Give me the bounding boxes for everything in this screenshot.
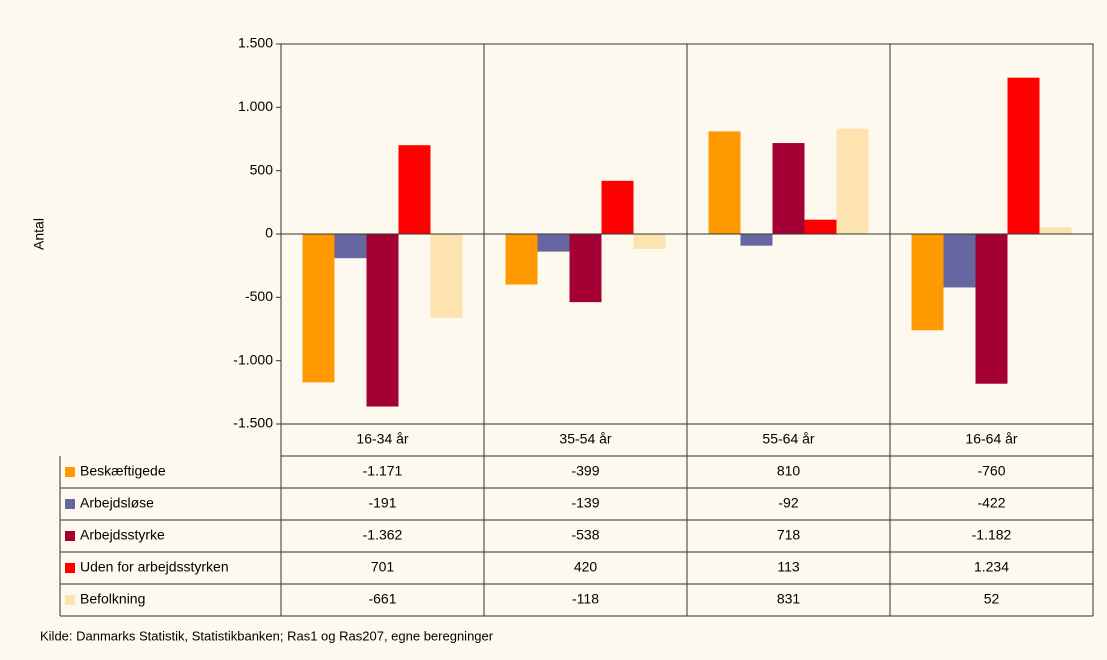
bar <box>943 234 976 288</box>
bar <box>537 234 570 252</box>
bar <box>1039 227 1072 234</box>
table-value: -118 <box>572 591 599 607</box>
legend-label: Uden for arbejdsstyrken <box>80 559 229 575</box>
legend-swatch <box>65 563 75 573</box>
table-value: -92 <box>778 495 798 511</box>
table-value: 52 <box>984 591 1000 607</box>
table-value: -139 <box>571 495 599 511</box>
table-value: 420 <box>574 559 598 575</box>
table-value: -1.182 <box>972 527 1012 543</box>
bar <box>740 234 773 246</box>
source: Kilde: Danmarks Statistik, Statistikbank… <box>40 628 494 643</box>
table-value: -422 <box>977 495 1005 511</box>
table-value: 831 <box>777 591 801 607</box>
table-value: 701 <box>371 559 395 575</box>
legend-swatch <box>65 467 75 477</box>
table-value: -760 <box>977 463 1005 479</box>
legend-label: Arbejdsstyrke <box>80 527 165 543</box>
table-value: -1.171 <box>363 463 403 479</box>
bar <box>334 234 367 259</box>
table-value: -661 <box>368 591 396 607</box>
y-axis-label: Antal <box>31 218 47 250</box>
table-value: 1.234 <box>974 559 1009 575</box>
legend-label: Arbejdsløse <box>80 495 154 511</box>
bar <box>1007 77 1040 235</box>
legend-label: Befolkning <box>80 591 145 607</box>
y-tick-label: 1.500 <box>238 35 273 51</box>
bar <box>772 143 805 234</box>
y-tick-label: -500 <box>245 288 273 304</box>
x-tick-label: 55-64 år <box>762 431 814 447</box>
y-tick-label: 1.000 <box>238 98 273 114</box>
bar <box>398 145 431 234</box>
legend-label: Beskæftigede <box>80 463 166 479</box>
bar <box>836 128 869 234</box>
legend-swatch <box>65 595 75 605</box>
bar <box>975 234 1008 384</box>
bar <box>708 131 741 234</box>
table-value: 718 <box>777 527 801 543</box>
table-value: -1.362 <box>363 527 403 543</box>
bar <box>601 180 634 234</box>
table-value: -191 <box>368 495 396 511</box>
y-tick-label: -1.000 <box>233 351 273 367</box>
legend-swatch <box>65 531 75 541</box>
bar <box>911 234 944 331</box>
table-value: 810 <box>777 463 801 479</box>
bar <box>366 234 399 407</box>
x-tick-label: 16-34 år <box>356 431 408 447</box>
table-value: -399 <box>571 463 599 479</box>
bar <box>430 234 463 318</box>
bar <box>505 234 538 285</box>
bar <box>302 234 335 383</box>
legend-swatch <box>65 499 75 509</box>
bar <box>633 234 666 249</box>
y-tick-label: 0 <box>265 225 273 241</box>
table-value: 113 <box>777 559 800 575</box>
x-tick-label: 35-54 år <box>559 431 611 447</box>
x-tick-label: 16-64 år <box>965 431 1017 447</box>
bar <box>569 234 602 303</box>
table-value: -538 <box>571 527 599 543</box>
y-tick-label: -1.500 <box>233 415 273 431</box>
bar <box>804 219 837 234</box>
y-tick-label: 500 <box>250 161 274 177</box>
